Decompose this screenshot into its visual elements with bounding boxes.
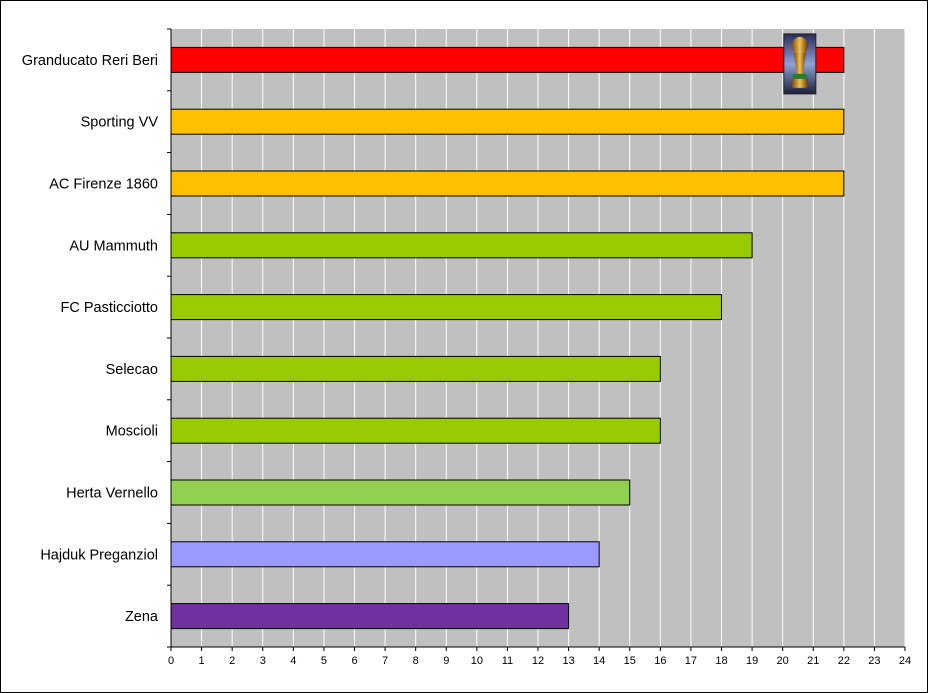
x-tick-label-16: 16	[654, 655, 666, 667]
bar-zena	[170, 603, 570, 630]
bar-granducato-reri-beri	[170, 46, 845, 73]
trophy-icon	[783, 33, 817, 95]
x-tick-label-22: 22	[838, 655, 850, 667]
x-tick-label-10: 10	[471, 655, 483, 667]
bar-sporting-vv	[170, 108, 845, 135]
x-tick-label-0: 0	[168, 655, 174, 667]
x-tick-label-3: 3	[260, 655, 266, 667]
category-label-herta-vernello: Herta Vernello	[66, 486, 158, 502]
x-tick-label-23: 23	[868, 655, 880, 667]
x-tick-label-1: 1	[199, 655, 205, 667]
x-tick-label-11: 11	[502, 655, 513, 667]
x-tick-label-14: 14	[593, 655, 605, 667]
category-label-sporting-vv: Sporting VV	[81, 115, 159, 131]
bar-selecao	[170, 355, 661, 382]
x-tick-label-20: 20	[777, 655, 789, 667]
x-tick-label-2: 2	[229, 655, 235, 667]
bar-hajduk-preganziol	[170, 541, 600, 568]
category-label-au-mammuth: AU Mammuth	[69, 238, 158, 254]
x-tick-label-12: 12	[532, 655, 544, 667]
x-tick-label-8: 8	[413, 655, 419, 667]
category-label-selecao: Selecao	[106, 362, 158, 378]
category-label-hajduk-preganziol: Hajduk Preganziol	[40, 547, 158, 563]
x-tick-label-9: 9	[443, 655, 449, 667]
bar-moscioli	[170, 417, 661, 444]
category-label-fc-pasticciotto: FC Pasticciotto	[61, 300, 159, 316]
bar-au-mammuth	[170, 232, 753, 259]
x-tick-label-7: 7	[382, 655, 388, 667]
bar-herta-vernello	[170, 479, 631, 506]
category-label-granducato-reri-beri: Granducato Reri Beri	[22, 53, 158, 69]
x-tick-label-17: 17	[685, 655, 697, 667]
x-tick-label-5: 5	[321, 655, 327, 667]
bar-fc-pasticciotto	[170, 294, 722, 321]
x-tick-label-21: 21	[807, 655, 819, 667]
x-tick-label-24: 24	[899, 655, 911, 667]
x-tick-label-4: 4	[290, 655, 296, 667]
category-label-moscioli: Moscioli	[106, 424, 158, 440]
bar-ac-firenze-1860	[170, 170, 845, 197]
x-tick-label-13: 13	[562, 655, 574, 667]
x-tick-label-6: 6	[351, 655, 357, 667]
category-label-zena: Zena	[125, 609, 159, 625]
x-tick-label-18: 18	[715, 655, 727, 667]
x-tick-label-15: 15	[624, 655, 636, 667]
category-label-ac-firenze-1860: AC Firenze 1860	[49, 177, 158, 193]
x-tick-label-19: 19	[746, 655, 758, 667]
